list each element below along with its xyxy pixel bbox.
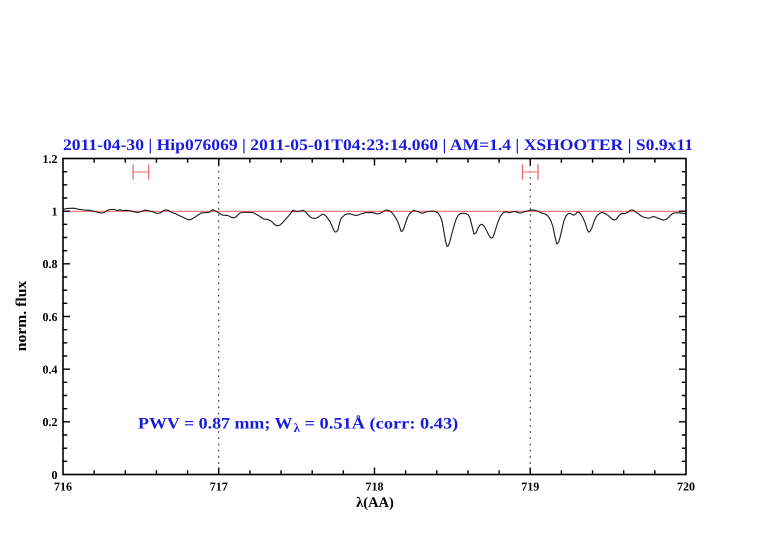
svg-text:0.8: 0.8 xyxy=(43,257,58,271)
svg-text:0: 0 xyxy=(52,468,58,482)
svg-text:0.6: 0.6 xyxy=(43,310,58,324)
svg-text:= 0.51Å (corr: 0.43): = 0.51Å (corr: 0.43) xyxy=(305,415,459,433)
svg-text:719: 719 xyxy=(521,480,539,494)
svg-text:720: 720 xyxy=(677,480,695,494)
svg-text:0.2: 0.2 xyxy=(43,415,58,429)
svg-text:λ: λ xyxy=(294,421,301,435)
svg-text:2011-04-30 | Hip076069 | 2011-: 2011-04-30 | Hip076069 | 2011-05-01T04:2… xyxy=(63,137,693,154)
svg-text:718: 718 xyxy=(366,480,384,494)
svg-text:1.2: 1.2 xyxy=(43,152,58,166)
svg-text:norm. flux: norm. flux xyxy=(14,280,30,351)
svg-text:717: 717 xyxy=(210,480,228,494)
svg-text:1: 1 xyxy=(52,205,58,219)
svg-text:0.4: 0.4 xyxy=(43,363,58,377)
svg-text:716: 716 xyxy=(54,480,72,494)
svg-text:PWV = 0.87 mm; W: PWV = 0.87 mm; W xyxy=(138,416,292,433)
svg-text:λ(AA): λ(AA) xyxy=(356,495,394,511)
